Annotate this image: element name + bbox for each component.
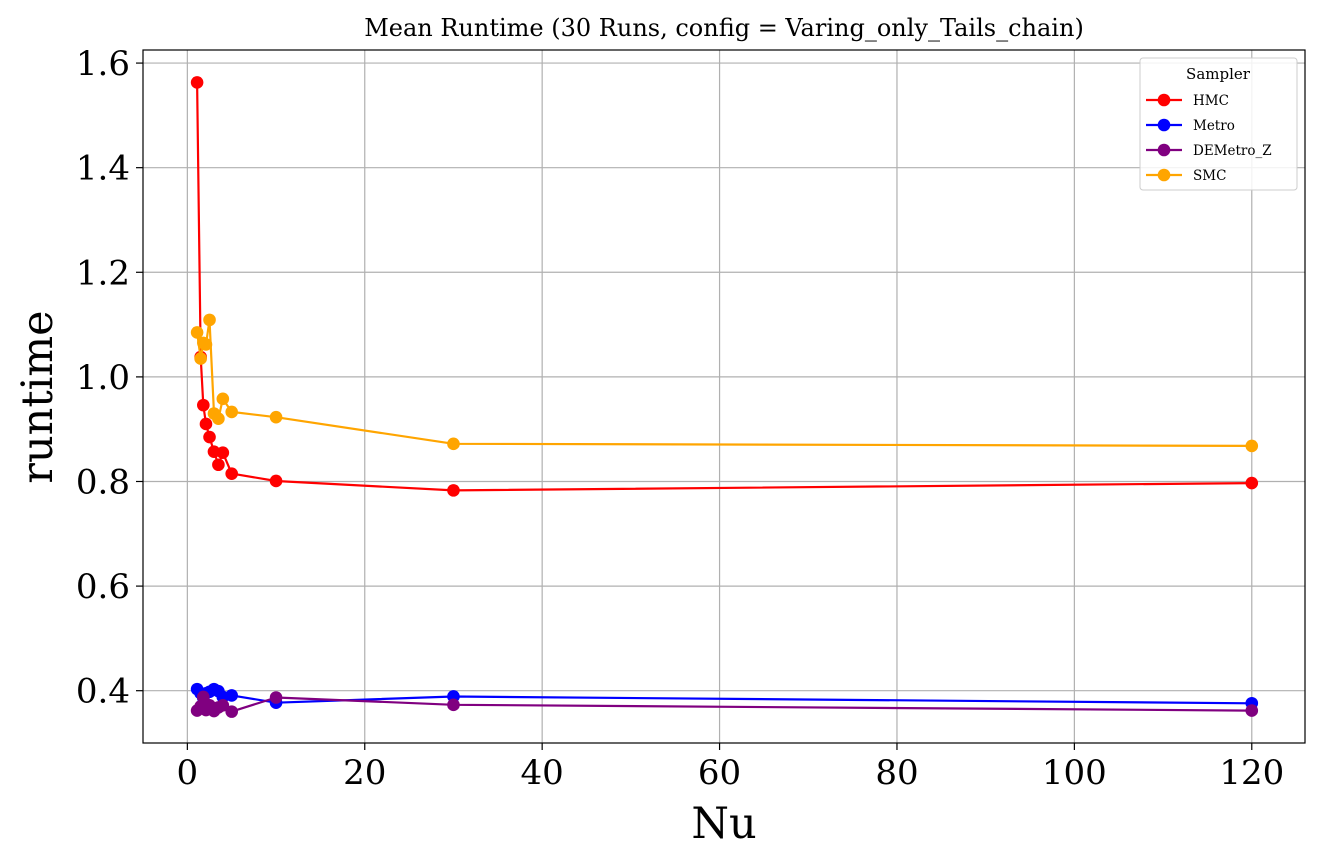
series-layer: [190, 76, 1259, 718]
series-smc: [190, 313, 1259, 453]
legend-label: DEMetro_Z: [1193, 143, 1272, 159]
x-tick-label: 60: [698, 753, 741, 793]
legend-item-metro: Metro: [1146, 118, 1235, 134]
legend-label: SMC: [1193, 168, 1226, 184]
data-point-demetro-z: [216, 699, 230, 712]
data-point-demetro-z: [447, 698, 460, 712]
data-point-demetro-z: [225, 705, 239, 718]
legend-item-demetro-z: DEMetro_Z: [1146, 143, 1272, 159]
grid-lines: [143, 50, 1305, 743]
plot-frame: [142, 49, 1306, 744]
legend-title: Sampler: [1186, 65, 1251, 83]
series-hmc: [190, 76, 1259, 497]
x-tick-label: 20: [343, 753, 386, 793]
legend-swatch-marker: [1157, 143, 1171, 157]
y-tick-label: 1.6: [76, 44, 130, 84]
data-point-hmc: [199, 417, 213, 431]
legend: Sampler HMC Metro DEMetro_Z SMC: [1139, 57, 1298, 191]
legend-item-hmc: HMC: [1146, 93, 1229, 109]
data-point-hmc: [269, 474, 283, 488]
y-tick-label: 0.4: [76, 672, 130, 712]
y-axis: 0.4 0.6 0.8 1.0 1.2 1.4 1.6: [76, 44, 143, 712]
data-point-hmc: [447, 484, 460, 497]
data-point-smc: [203, 313, 216, 327]
legend-swatch-marker: [1157, 118, 1171, 132]
data-point-demetro-z: [269, 691, 283, 704]
legend-label: HMC: [1193, 93, 1229, 109]
x-tick-label: 80: [875, 753, 918, 793]
data-point-smc: [212, 412, 225, 426]
x-tick-label: 100: [1042, 753, 1107, 793]
series-demetro-z: [190, 690, 1259, 718]
y-tick-label: 1.4: [76, 149, 130, 189]
chart-title: Mean Runtime (30 Runs, config = Varing_o…: [364, 14, 1084, 42]
data-point-smc: [269, 410, 283, 424]
legend-swatch-marker: [1157, 93, 1171, 107]
data-point-smc: [1245, 439, 1259, 453]
legend-frame: [1139, 57, 1298, 191]
data-point-smc: [199, 338, 213, 351]
legend-items: HMC Metro DEMetro_Z SMC: [1146, 93, 1272, 184]
series-metro: [190, 682, 1259, 710]
legend-swatch-marker: [1157, 168, 1171, 182]
x-axis-label: Nu: [691, 799, 756, 849]
data-point-smc: [447, 437, 460, 451]
legend-item-smc: SMC: [1146, 168, 1226, 184]
data-point-hmc: [216, 446, 230, 460]
data-point-hmc: [1245, 476, 1259, 490]
data-point-hmc: [190, 76, 204, 89]
x-tick-label: 40: [521, 753, 564, 793]
data-point-demetro-z: [1245, 704, 1259, 717]
x-axis: 0 20 40 60 80 100 120: [177, 743, 1284, 793]
x-tick-label: 0: [177, 753, 199, 793]
y-tick-label: 1.2: [76, 253, 130, 293]
data-point-smc: [190, 326, 204, 339]
data-point-metro: [225, 689, 239, 702]
data-point-hmc: [225, 467, 239, 480]
y-tick-label: 0.8: [76, 462, 130, 502]
data-point-smc: [194, 352, 207, 365]
y-axis-label: runtime: [13, 310, 63, 483]
legend-label: Metro: [1193, 118, 1235, 134]
data-point-smc: [216, 392, 230, 406]
y-tick-label: 0.6: [76, 567, 130, 607]
data-point-hmc: [212, 458, 225, 472]
data-point-hmc: [203, 430, 216, 444]
data-point-hmc: [197, 398, 210, 412]
y-tick-label: 1.0: [76, 358, 130, 398]
series-line-hmc: [196, 82, 1252, 492]
series-line-smc: [196, 318, 1252, 447]
x-tick-label: 120: [1219, 753, 1284, 793]
data-point-smc: [225, 405, 239, 419]
